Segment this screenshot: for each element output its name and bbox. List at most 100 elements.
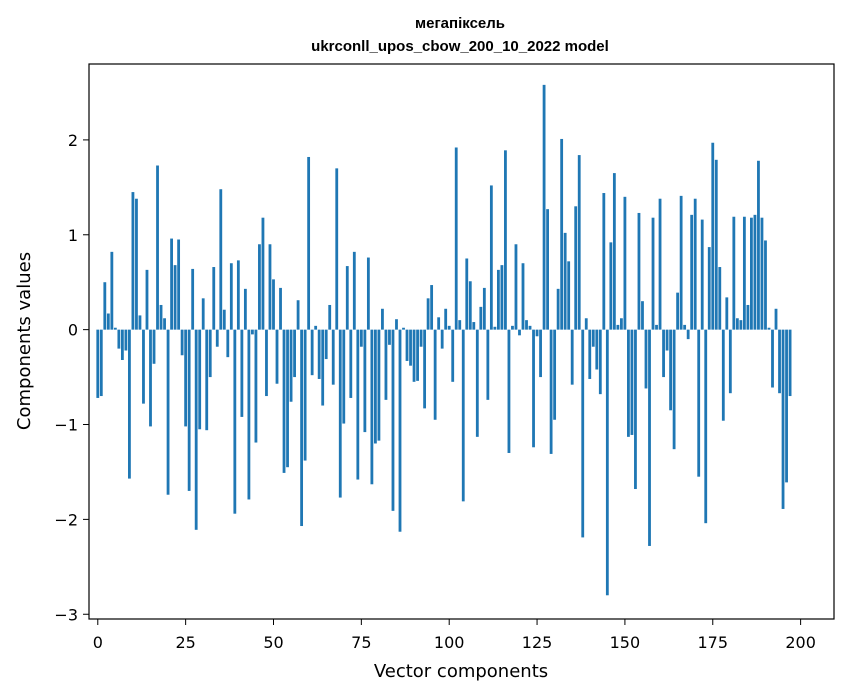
bar [205,329,209,431]
bar [405,329,409,361]
bar [254,329,258,443]
bar [602,193,606,330]
bar [753,214,757,330]
bar [314,325,318,330]
bar [268,244,272,330]
bar [170,238,173,330]
bar [128,329,131,479]
bar [352,251,356,330]
x-tick-label: 75 [351,633,371,652]
bar [282,329,286,473]
bar [574,206,578,330]
bar [778,329,781,394]
bar [317,329,321,379]
y-axis-ticks: −3 −2 −1 0 1 2 [54,131,89,624]
bar [662,329,665,378]
bar [655,324,658,330]
bar [286,329,289,468]
bar [356,329,360,480]
bar [180,329,184,356]
bar [233,329,237,514]
bar [359,329,363,347]
bar [251,329,254,335]
bar [391,329,395,511]
bar [113,327,117,330]
bar [328,304,332,330]
bar [721,329,725,421]
y-axis-label: Components values [14,252,35,430]
bar [110,251,114,330]
bar [507,329,511,453]
bar [458,320,462,330]
bar [124,329,128,351]
bar [764,240,767,330]
bar [265,329,268,397]
plot-frame [88,63,835,620]
bar [342,329,346,424]
bar [335,168,339,330]
bar [511,325,514,330]
bar [163,318,166,330]
x-axis-label: Vector components [374,661,548,682]
bar [402,327,405,330]
bar [437,317,441,330]
bar [771,329,774,388]
bar [261,217,265,330]
bar [788,329,792,397]
bar [648,329,651,546]
bar [539,329,542,378]
bar [549,329,553,454]
bar [465,258,469,330]
bar [739,320,743,330]
bar [440,329,444,349]
bar [324,329,328,360]
bar [728,329,732,394]
bar [535,329,539,337]
bar [331,329,335,385]
bar [145,269,149,330]
bar [135,198,138,330]
bar [212,267,216,330]
bar [208,329,212,378]
bar [461,329,465,502]
bar [296,300,300,330]
bar [493,326,497,330]
bar [363,329,367,433]
bar [184,329,188,427]
bar [289,329,293,402]
bar [142,329,145,404]
x-tick-label: 50 [263,633,283,652]
y-tick-label: 0 [68,321,78,340]
bar [388,329,391,345]
bar [395,319,398,330]
bar [500,265,504,330]
bar [521,263,525,330]
bar [451,329,455,382]
bar [243,288,247,330]
bar [430,285,434,330]
bar [198,329,202,430]
bar [99,329,103,397]
bar [472,322,476,330]
bar [584,318,588,330]
bar [96,329,100,398]
bar [201,298,205,330]
bar [279,287,282,330]
bar [725,297,729,330]
bar [377,329,381,441]
bar [556,288,560,330]
bar [496,269,500,330]
bar [366,257,370,330]
bar [138,315,142,330]
bar [595,329,599,370]
bar [120,329,124,360]
bar [658,198,662,330]
bar [553,329,557,420]
bar [525,320,528,330]
bar [707,247,711,330]
bar [433,329,437,420]
bar [641,301,644,330]
bar [651,217,655,330]
bar [468,281,472,330]
bar [152,329,156,364]
